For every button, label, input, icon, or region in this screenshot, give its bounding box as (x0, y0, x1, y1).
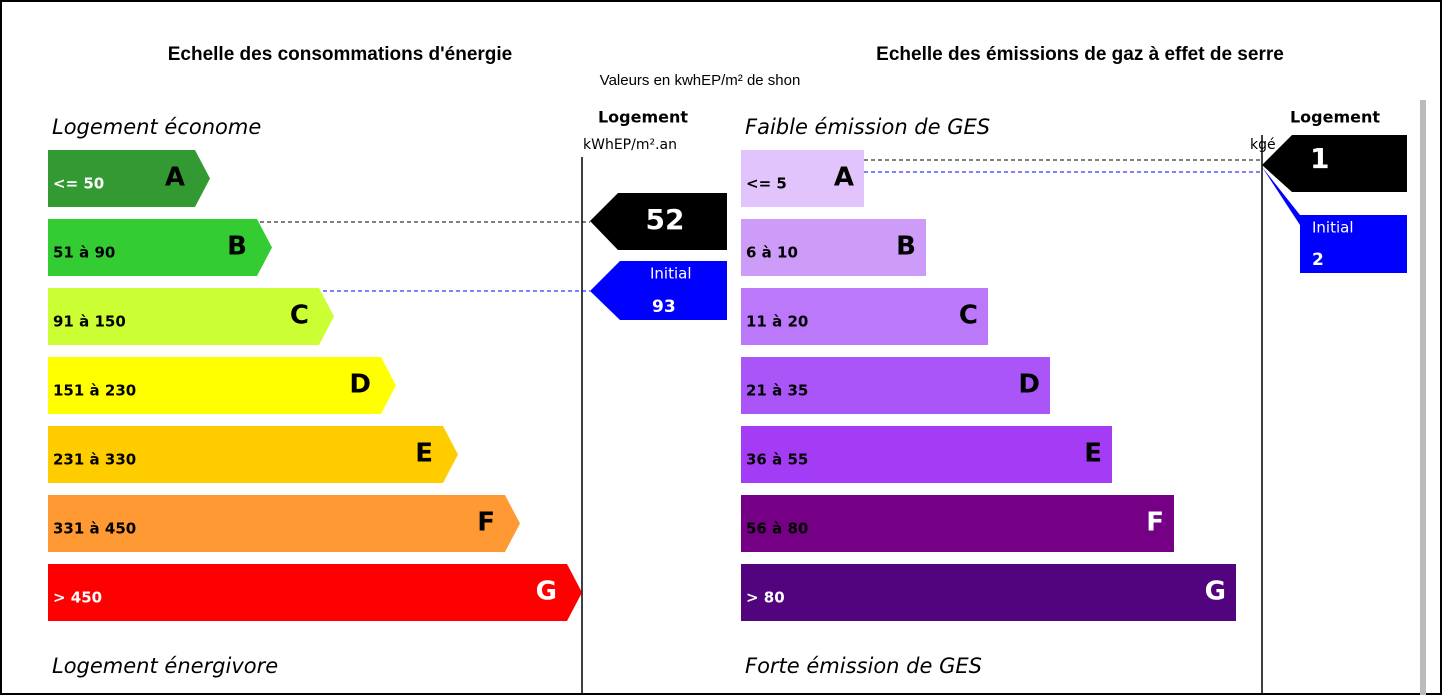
shadow (1420, 100, 1426, 695)
current-arrow (590, 193, 727, 250)
class-bar (48, 564, 582, 621)
class-range: <= 5 (746, 175, 787, 193)
current-value: 52 (646, 203, 685, 236)
class-bar (48, 495, 520, 552)
class-letter: A (165, 163, 185, 193)
class-letter: D (349, 370, 371, 400)
unit: kWhEP/m².an (583, 137, 677, 153)
class-letter: F (1146, 508, 1164, 538)
class-letter: B (227, 232, 247, 262)
class-range: 51 à 90 (53, 244, 115, 262)
class-range: > 80 (746, 589, 785, 607)
class-range: > 450 (53, 589, 102, 607)
current-value: 1 (1310, 142, 1329, 175)
initial-arrow (1262, 167, 1407, 273)
class-range: 6 à 10 (746, 244, 798, 262)
initial-value: 93 (652, 297, 676, 317)
class-bar (741, 495, 1174, 552)
class-letter: G (1205, 577, 1226, 607)
title: Echelle des consommations d'énergie (168, 44, 513, 65)
class-range: 11 à 20 (746, 313, 808, 331)
class-letter: A (834, 163, 854, 193)
class-letter: E (1084, 439, 1102, 469)
initial-label: Initial (650, 265, 692, 283)
bottom-label: Forte émission de GES (745, 654, 982, 678)
top-label: Logement économe (52, 115, 261, 139)
class-bar (48, 288, 334, 345)
initial-label: Initial (1312, 219, 1354, 237)
class-bar (741, 288, 988, 345)
class-bar (48, 357, 396, 414)
class-range: <= 50 (53, 175, 104, 193)
current-arrow (1262, 135, 1407, 192)
bottom-label: Logement énergivore (52, 654, 278, 678)
class-bar (48, 219, 272, 276)
header: Logement (1290, 108, 1380, 127)
initial-value: 2 (1312, 250, 1324, 270)
class-letter: C (290, 301, 309, 331)
class-bar (48, 426, 458, 483)
class-bar (48, 150, 210, 207)
class-range: 331 à 450 (53, 520, 136, 538)
class-letter: C (959, 301, 978, 331)
top-label: Faible émission de GES (745, 115, 990, 139)
note: Valeurs en kwhEP/m² de shon (600, 72, 801, 89)
header: Logement (598, 108, 688, 127)
class-letter: E (415, 439, 433, 469)
class-bar (741, 219, 926, 276)
class-letter: B (896, 232, 916, 262)
class-bar (741, 564, 1236, 621)
initial-arrow (590, 261, 727, 320)
class-letter: G (536, 577, 557, 607)
class-range: 91 à 150 (53, 313, 126, 331)
class-range: 151 à 230 (53, 382, 136, 400)
class-bar (741, 150, 864, 207)
class-range: 36 à 55 (746, 451, 808, 469)
class-letter: F (477, 508, 495, 538)
class-range: 21 à 35 (746, 382, 808, 400)
class-letter: D (1018, 370, 1040, 400)
class-bar (741, 357, 1050, 414)
class-range: 56 à 80 (746, 520, 808, 538)
unit: kgé (1250, 137, 1276, 153)
class-bar (741, 426, 1112, 483)
class-range: 231 à 330 (53, 451, 136, 469)
title: Echelle des émissions de gaz à effet de … (876, 44, 1284, 65)
